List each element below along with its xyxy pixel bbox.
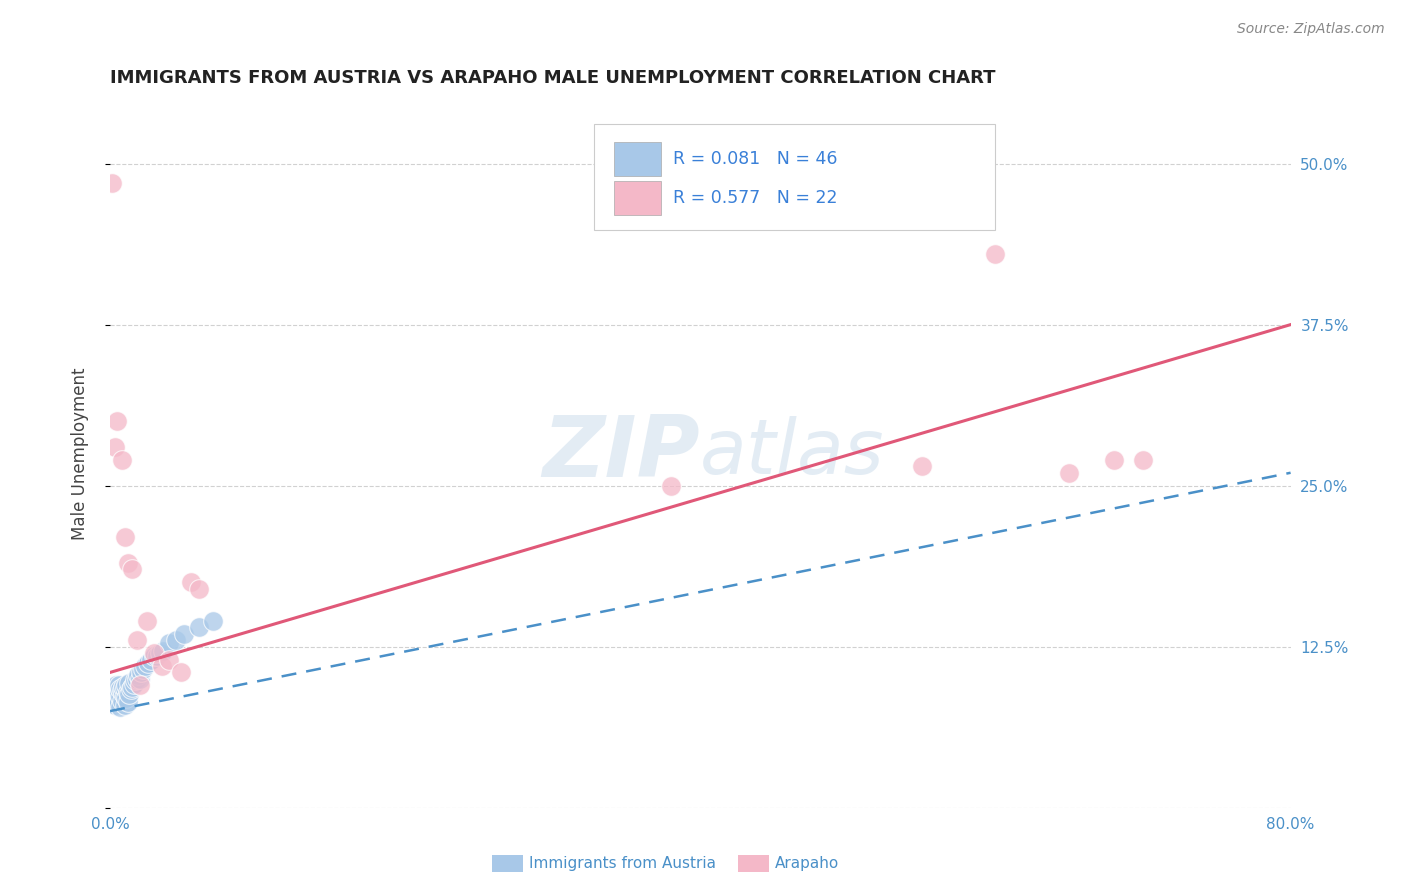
Point bbox=[984, 246, 1007, 260]
Point bbox=[122, 677, 145, 691]
Point bbox=[118, 687, 141, 701]
Point bbox=[103, 440, 125, 454]
Point bbox=[157, 636, 180, 650]
Point bbox=[125, 672, 148, 686]
Point bbox=[101, 691, 124, 706]
Point bbox=[111, 683, 134, 698]
Point bbox=[110, 700, 132, 714]
Point bbox=[134, 659, 156, 673]
Point bbox=[112, 686, 135, 700]
Point bbox=[124, 673, 146, 687]
Point bbox=[121, 680, 143, 694]
Point bbox=[111, 694, 134, 708]
Point bbox=[108, 687, 131, 701]
Point bbox=[1057, 466, 1080, 480]
Text: Arapaho: Arapaho bbox=[775, 856, 839, 871]
Bar bbox=[614, 142, 661, 176]
Point bbox=[118, 675, 141, 690]
Text: R = 0.577   N = 22: R = 0.577 N = 22 bbox=[673, 189, 838, 207]
Point bbox=[114, 681, 136, 695]
Y-axis label: Male Unemployment: Male Unemployment bbox=[72, 368, 89, 540]
Text: IMMIGRANTS FROM AUSTRIA VS ARAPAHO MALE UNEMPLOYMENT CORRELATION CHART: IMMIGRANTS FROM AUSTRIA VS ARAPAHO MALE … bbox=[110, 69, 995, 87]
Point bbox=[187, 620, 209, 634]
Point bbox=[1132, 453, 1154, 467]
Point bbox=[149, 646, 172, 660]
Point bbox=[143, 648, 166, 663]
Text: ZIP: ZIP bbox=[543, 412, 700, 495]
Point bbox=[152, 643, 174, 657]
Point bbox=[117, 556, 139, 570]
Point bbox=[187, 582, 209, 596]
Point bbox=[103, 684, 125, 698]
Point bbox=[121, 562, 143, 576]
Point bbox=[107, 414, 129, 428]
Point bbox=[112, 680, 135, 694]
Point bbox=[104, 691, 127, 706]
Point bbox=[114, 530, 136, 544]
Point bbox=[120, 682, 142, 697]
Point bbox=[111, 453, 134, 467]
Point bbox=[117, 695, 139, 709]
Point bbox=[166, 633, 188, 648]
Point bbox=[136, 614, 159, 628]
Point bbox=[108, 678, 131, 692]
Point bbox=[173, 627, 195, 641]
Point bbox=[125, 633, 148, 648]
Text: Immigrants from Austria: Immigrants from Austria bbox=[529, 856, 716, 871]
Point bbox=[117, 684, 139, 698]
Point bbox=[128, 672, 150, 686]
Point bbox=[107, 695, 129, 709]
Point bbox=[129, 665, 152, 680]
Point bbox=[150, 659, 173, 673]
Point bbox=[180, 575, 202, 590]
Point bbox=[104, 678, 127, 692]
Point bbox=[110, 690, 132, 704]
Point bbox=[146, 648, 169, 663]
Point bbox=[114, 698, 136, 712]
Point bbox=[100, 176, 122, 190]
Point bbox=[1102, 453, 1125, 467]
Point bbox=[107, 684, 129, 698]
Point bbox=[103, 698, 125, 712]
Point bbox=[115, 678, 138, 692]
Point bbox=[127, 668, 149, 682]
Text: R = 0.081   N = 46: R = 0.081 N = 46 bbox=[673, 150, 838, 168]
Point bbox=[138, 657, 160, 671]
Text: Source: ZipAtlas.com: Source: ZipAtlas.com bbox=[1237, 22, 1385, 37]
Point bbox=[659, 478, 682, 492]
FancyBboxPatch shape bbox=[595, 124, 995, 230]
Point bbox=[170, 665, 193, 680]
Point bbox=[115, 691, 138, 706]
Point bbox=[131, 662, 153, 676]
Point bbox=[143, 646, 166, 660]
Point bbox=[157, 652, 180, 666]
Point bbox=[128, 678, 150, 692]
Bar bbox=[614, 181, 661, 215]
Text: atlas: atlas bbox=[700, 417, 884, 491]
Point bbox=[114, 689, 136, 703]
Point bbox=[141, 652, 163, 666]
Point bbox=[911, 459, 934, 474]
Point bbox=[202, 614, 225, 628]
Point bbox=[110, 682, 132, 697]
